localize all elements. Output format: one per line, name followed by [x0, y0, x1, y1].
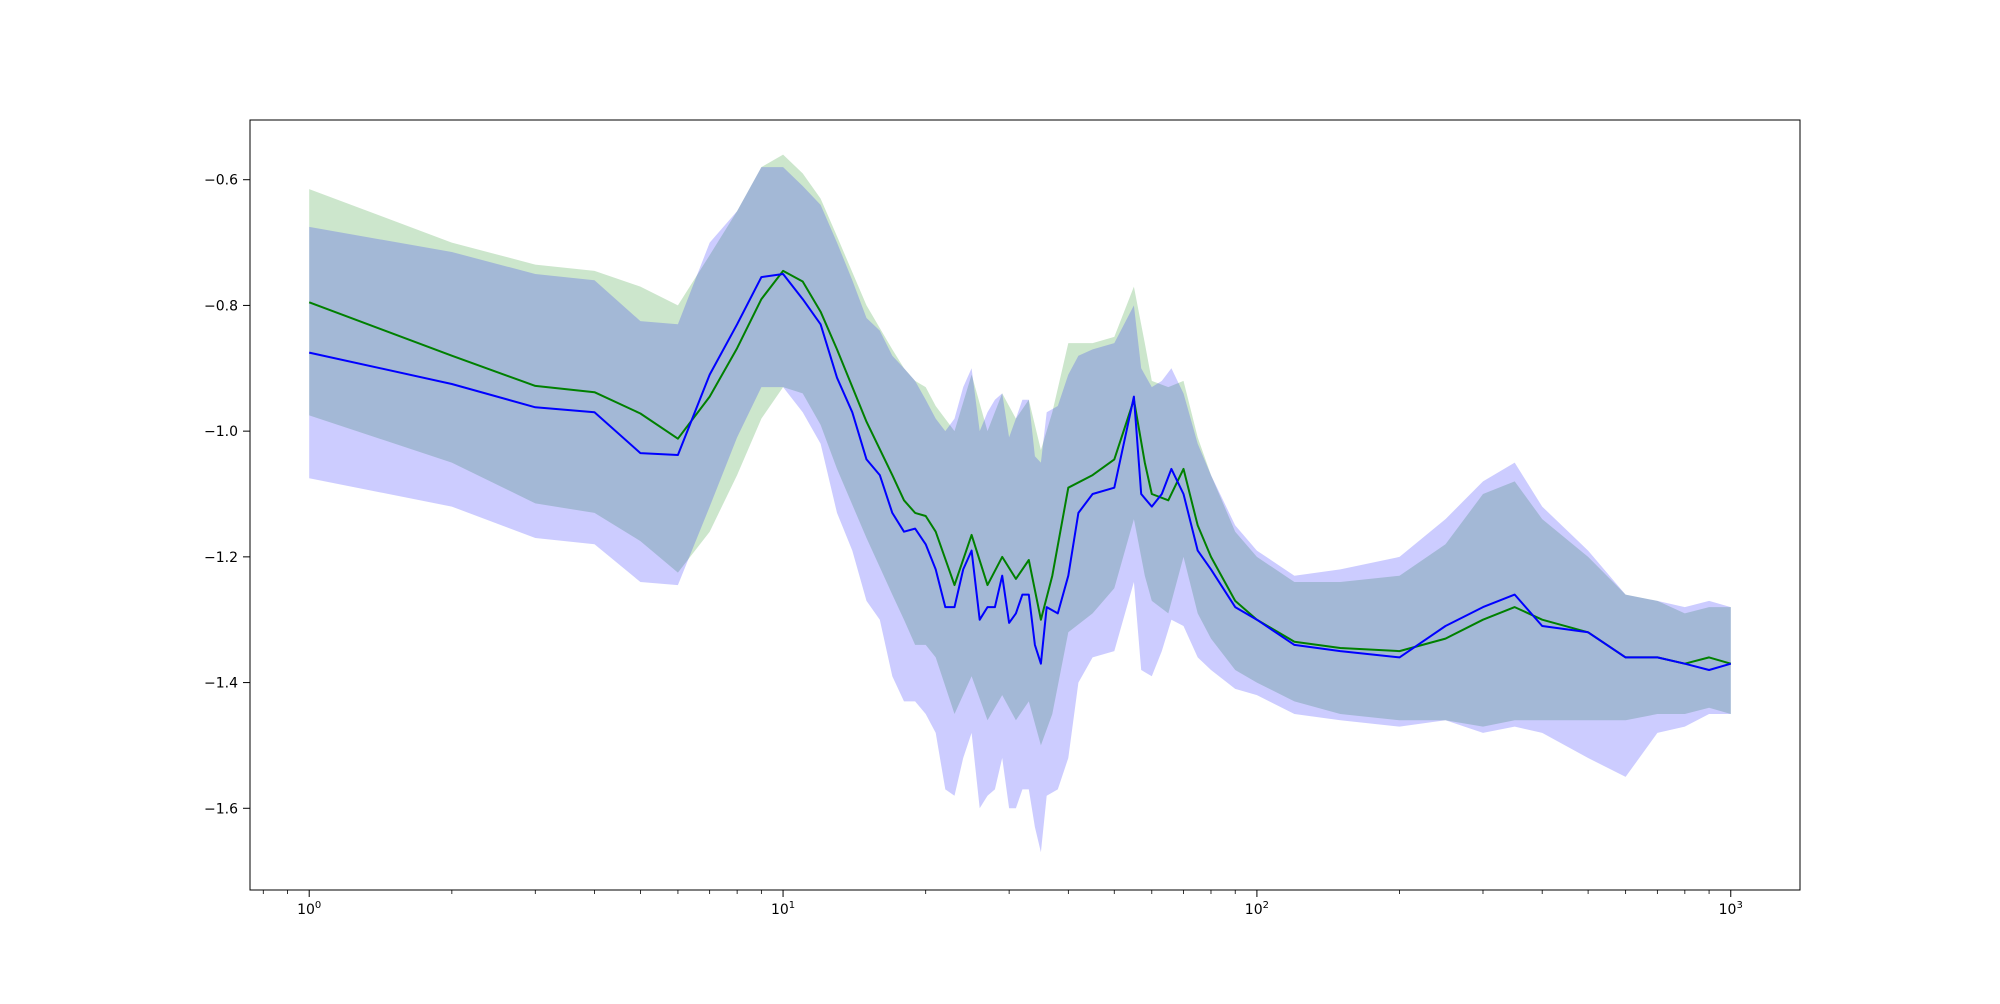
series-layer [308, 154, 1732, 853]
x-tick-label: 101 [771, 900, 795, 918]
y-axis: −0.6 −0.8 −1.0 −1.2 −1.4 −1.6 [204, 173, 250, 817]
y-tick-label: −1.2 [204, 550, 238, 566]
y-tick-label: −1.0 [204, 424, 238, 440]
x-tick-label: 103 [1719, 900, 1743, 918]
y-tick-label: −0.6 [204, 173, 238, 189]
series-0-band [309, 154, 1731, 746]
series-1-line [308, 273, 1732, 671]
x-axis: 100 101 102 103 [262, 890, 1743, 918]
y-tick-label: −1.4 [204, 676, 238, 692]
x-tick-label: 102 [1245, 900, 1269, 918]
x-tick-label: 100 [297, 900, 321, 918]
series-1-band [309, 167, 1731, 853]
y-tick-label: −1.6 [204, 801, 238, 817]
axes-frame [249, 119, 1801, 891]
series-0-line [308, 269, 1732, 665]
y-tick-label: −0.8 [204, 298, 238, 314]
plot-area [250, 120, 1800, 890]
